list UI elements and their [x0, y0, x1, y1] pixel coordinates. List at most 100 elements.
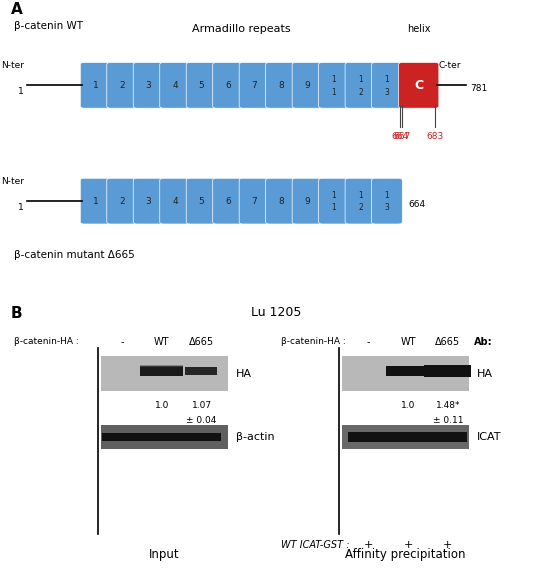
FancyBboxPatch shape [133, 178, 164, 224]
FancyBboxPatch shape [266, 178, 296, 224]
Text: 7: 7 [252, 197, 257, 206]
Text: 8: 8 [278, 197, 284, 206]
FancyBboxPatch shape [319, 63, 349, 108]
Text: 8: 8 [278, 81, 284, 90]
FancyBboxPatch shape [213, 178, 244, 224]
Text: β-actin: β-actin [236, 432, 275, 442]
Text: 1: 1 [331, 87, 336, 97]
Bar [388, 432, 428, 442]
Text: 1: 1 [384, 191, 389, 200]
FancyBboxPatch shape [399, 63, 439, 108]
Bar [428, 432, 467, 442]
Text: Lu 1205: Lu 1205 [251, 306, 301, 319]
Text: 683: 683 [426, 132, 444, 141]
Text: 9: 9 [305, 197, 310, 206]
Text: 2: 2 [358, 204, 363, 212]
Text: helix: helix [407, 24, 430, 34]
FancyBboxPatch shape [107, 63, 138, 108]
Text: C-ter: C-ter [438, 61, 461, 70]
FancyBboxPatch shape [345, 63, 376, 108]
Text: HA: HA [236, 369, 252, 379]
FancyBboxPatch shape [107, 178, 138, 224]
Text: 1: 1 [358, 75, 363, 85]
Text: WT ICAT-GST :: WT ICAT-GST : [281, 540, 349, 550]
Text: 6: 6 [225, 81, 231, 90]
Text: 667: 667 [394, 132, 411, 141]
Text: β-catenin-HA :: β-catenin-HA : [281, 337, 346, 346]
Text: 1: 1 [331, 75, 336, 85]
Bar [386, 366, 429, 376]
Text: N-ter: N-ter [1, 61, 24, 70]
Text: 664: 664 [391, 132, 409, 141]
Bar [342, 356, 469, 391]
Text: Armadillo repeats: Armadillo repeats [192, 24, 290, 34]
Text: 1: 1 [331, 204, 336, 212]
Bar [181, 433, 221, 441]
Text: 2: 2 [120, 197, 125, 206]
FancyBboxPatch shape [372, 63, 402, 108]
FancyBboxPatch shape [80, 178, 111, 224]
Text: 3: 3 [146, 197, 151, 206]
Text: WT: WT [154, 337, 170, 347]
FancyBboxPatch shape [160, 63, 191, 108]
FancyBboxPatch shape [292, 178, 323, 224]
Text: C: C [414, 79, 423, 92]
FancyBboxPatch shape [292, 63, 323, 108]
FancyBboxPatch shape [345, 178, 376, 224]
Bar [348, 432, 388, 442]
Text: 1: 1 [384, 75, 389, 85]
Bar [101, 425, 228, 449]
Text: 1.07: 1.07 [192, 401, 212, 410]
Text: 3: 3 [384, 87, 389, 97]
Text: 664: 664 [408, 200, 425, 209]
Text: β-catenin WT: β-catenin WT [14, 21, 82, 31]
Text: 5: 5 [199, 81, 204, 90]
Text: 9: 9 [305, 81, 310, 90]
Text: Affinity precipitation: Affinity precipitation [345, 549, 466, 561]
Text: +: + [364, 540, 373, 550]
FancyBboxPatch shape [319, 178, 349, 224]
Bar [142, 433, 181, 441]
Text: HA: HA [477, 369, 493, 379]
FancyBboxPatch shape [239, 178, 270, 224]
Text: ± 0.11: ± 0.11 [432, 416, 463, 424]
Text: B: B [11, 306, 22, 321]
Text: β-catenin mutant Δ665: β-catenin mutant Δ665 [14, 250, 134, 260]
Text: 1.0: 1.0 [155, 401, 169, 410]
Text: Input: Input [149, 549, 180, 561]
Text: 2: 2 [358, 87, 363, 97]
Text: 3: 3 [384, 204, 389, 212]
Text: Ab:: Ab: [474, 337, 493, 347]
FancyBboxPatch shape [372, 178, 402, 224]
FancyBboxPatch shape [160, 178, 191, 224]
Text: ± 0.04: ± 0.04 [186, 416, 217, 424]
Text: 1.48*: 1.48* [436, 401, 460, 410]
Text: 1: 1 [19, 203, 24, 212]
FancyBboxPatch shape [266, 63, 296, 108]
Text: -: - [367, 337, 370, 347]
Bar [140, 366, 183, 376]
Text: 1: 1 [331, 191, 336, 200]
Bar [342, 425, 469, 449]
Text: A: A [11, 2, 23, 17]
Text: +: + [443, 540, 453, 550]
FancyBboxPatch shape [80, 63, 111, 108]
Text: 1: 1 [19, 87, 24, 96]
Bar [102, 433, 142, 441]
Text: 2: 2 [120, 81, 125, 90]
FancyBboxPatch shape [186, 63, 217, 108]
Text: WT: WT [400, 337, 416, 347]
Text: Δ665: Δ665 [435, 337, 460, 347]
Text: 4: 4 [173, 81, 178, 90]
Text: N-ter: N-ter [1, 177, 24, 186]
Text: 7: 7 [252, 81, 257, 90]
Text: 3: 3 [146, 81, 151, 90]
Text: 4: 4 [173, 197, 178, 206]
Bar [185, 367, 217, 375]
Bar [101, 356, 228, 391]
FancyBboxPatch shape [239, 63, 270, 108]
FancyBboxPatch shape [213, 63, 244, 108]
Text: Δ665: Δ665 [189, 337, 214, 347]
Text: 5: 5 [199, 197, 204, 206]
FancyBboxPatch shape [186, 178, 217, 224]
